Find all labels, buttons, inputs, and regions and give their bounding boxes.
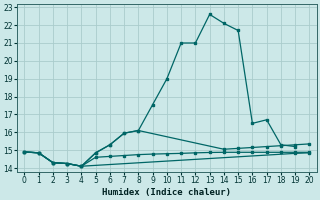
X-axis label: Humidex (Indice chaleur): Humidex (Indice chaleur) — [102, 188, 231, 197]
